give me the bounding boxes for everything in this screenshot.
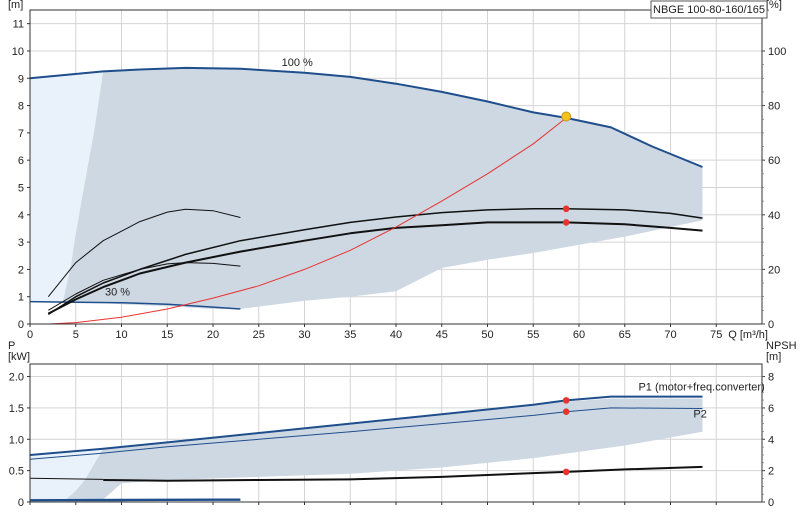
x-tick-label: 45 [436, 329, 448, 341]
curve-label: P1 (motor+freq.converter) [638, 381, 764, 393]
y-tick-label: 9 [18, 73, 24, 85]
y2-axis-label: NPSH [766, 340, 797, 352]
y2-tick-label: 6 [768, 403, 774, 415]
series-eta [47, 208, 703, 316]
y2-tick-label: 20 [768, 264, 780, 276]
curve-label: P2 [693, 408, 706, 420]
y-axis-label: P [8, 340, 15, 352]
chart-title: NBGE 100-80-160/165 [653, 4, 765, 16]
y2-axis-label: [%] [766, 0, 782, 11]
series-npsh [103, 465, 703, 482]
series-eta [47, 221, 703, 315]
y2-tick-label: 80 [768, 101, 780, 113]
y-tick-label: 3 [18, 237, 24, 249]
y2-tick-label: 8 [768, 372, 774, 384]
x-axis-label: Q [m³/h] [728, 329, 768, 341]
x-tick-label: 0 [27, 329, 33, 341]
x-tick-label: 30 [298, 329, 310, 341]
chart-title-box: NBGE 100-80-160/165 [650, 0, 768, 19]
y-axis-label: [kW] [8, 351, 30, 363]
power-npsh-plot: P1 (motor+freq.converter)P200.51.01.52.0… [8, 340, 797, 509]
operating-range-light-band [30, 448, 104, 499]
x-tick-label: 35 [344, 329, 356, 341]
series-p2 [29, 407, 703, 460]
y-tick-label: 7 [18, 128, 24, 140]
y-tick-label: 11 [13, 19, 24, 31]
x-tick-label: 5 [73, 329, 79, 341]
series-npsh-thin [29, 477, 104, 480]
operating-point-marker [562, 205, 570, 213]
series-p-low [29, 498, 241, 502]
y-tick-label: 2 [18, 264, 24, 276]
series-p1 [29, 395, 703, 456]
y2-axis-label: [m] [766, 351, 781, 363]
y-tick-label: 10 [12, 46, 24, 58]
y2-tick-label: 100 [768, 46, 786, 58]
operating-point-marker [562, 397, 570, 404]
y-tick-label: 4 [18, 210, 24, 222]
y2-tick-label: 40 [768, 210, 780, 222]
series-system [48, 117, 567, 325]
y2-tick-label: 0 [768, 497, 774, 509]
y-tick-label: 8 [18, 101, 24, 113]
x-tick-label: 65 [619, 329, 631, 341]
curve-label: 30 % [105, 286, 130, 298]
x-tick-label: 25 [253, 329, 265, 341]
operating-range-light-band [30, 71, 104, 303]
curve-label: 100 % [282, 57, 313, 69]
series-eta [48, 262, 241, 311]
y-tick-label: 0 [18, 319, 24, 331]
operating-point-marker [562, 468, 570, 476]
series-head [29, 66, 703, 168]
x-tick-label: 40 [390, 329, 402, 341]
x-tick-label: 75 [710, 329, 722, 341]
x-tick-label: 50 [481, 329, 493, 341]
y-axis-label: [m] [8, 0, 23, 11]
operating-point-marker [562, 219, 570, 226]
operating-range-band [30, 67, 703, 310]
x-tick-label: 55 [527, 329, 539, 341]
y-tick-label: 5 [18, 182, 24, 194]
y-tick-label: 2.0 [9, 372, 24, 384]
operating-point-marker [562, 408, 570, 415]
operating-range-band [30, 398, 703, 500]
x-tick-label: 70 [664, 329, 676, 341]
y-tick-label: 6 [18, 155, 24, 167]
y-tick-label: 1 [18, 292, 24, 304]
x-tick-label: 15 [161, 329, 173, 341]
y2-tick-label: 2 [768, 466, 774, 478]
duty-point-marker [561, 111, 572, 122]
y2-tick-label: 60 [768, 155, 780, 167]
y-tick-label: 1.5 [9, 403, 24, 415]
y-tick-label: 0 [18, 497, 24, 509]
x-tick-label: 10 [115, 329, 127, 341]
x-tick-label: 20 [207, 329, 219, 341]
series-eta [47, 208, 241, 298]
y-tick-label: 0.5 [9, 466, 24, 478]
x-tick-label: 60 [573, 329, 585, 341]
y-tick-label: 1.0 [9, 434, 24, 446]
y2-tick-label: 4 [768, 434, 774, 446]
y2-tick-label: 0 [768, 319, 774, 331]
